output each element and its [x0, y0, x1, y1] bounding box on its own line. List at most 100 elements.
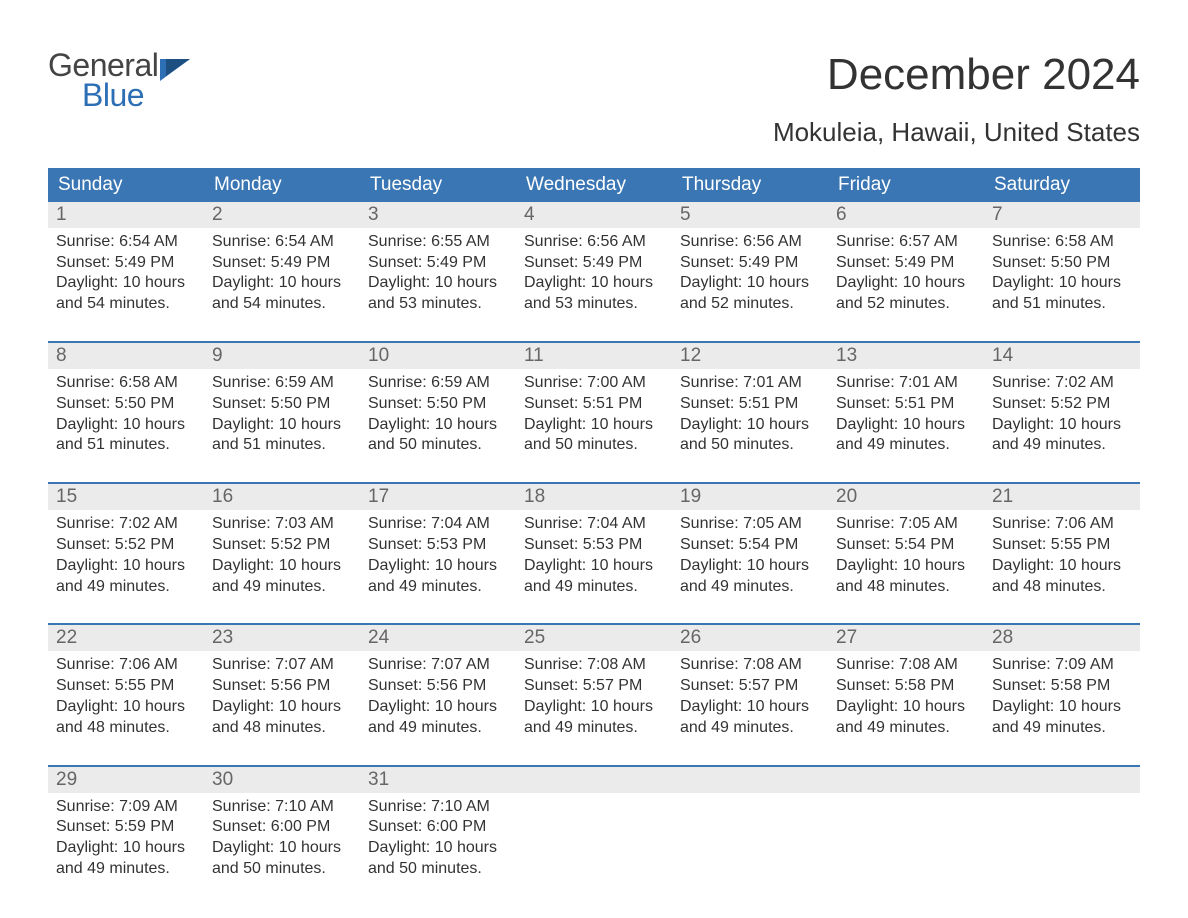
daylight-text-1: Daylight: 10 hours — [836, 556, 976, 577]
day-number: 24 — [360, 625, 516, 651]
sunrise-text: Sunrise: 7:09 AM — [56, 797, 196, 818]
day-cell: Sunrise: 7:07 AMSunset: 5:56 PMDaylight:… — [204, 651, 360, 746]
day-cell: Sunrise: 7:05 AMSunset: 5:54 PMDaylight:… — [828, 510, 984, 605]
sunset-text: Sunset: 5:53 PM — [524, 535, 664, 556]
day-cell: Sunrise: 6:57 AMSunset: 5:49 PMDaylight:… — [828, 228, 984, 323]
day-cell: Sunrise: 7:10 AMSunset: 6:00 PMDaylight:… — [204, 793, 360, 888]
day-cell: Sunrise: 7:01 AMSunset: 5:51 PMDaylight:… — [828, 369, 984, 464]
logo-general-text: General — [48, 50, 158, 80]
sunset-text: Sunset: 6:00 PM — [368, 817, 508, 838]
sunset-text: Sunset: 5:49 PM — [368, 253, 508, 274]
daylight-text-2: and 52 minutes. — [836, 294, 976, 315]
sunset-text: Sunset: 5:54 PM — [836, 535, 976, 556]
day-cell: Sunrise: 6:58 AMSunset: 5:50 PMDaylight:… — [984, 228, 1140, 323]
daylight-text-2: and 53 minutes. — [524, 294, 664, 315]
day-cell: Sunrise: 7:06 AMSunset: 5:55 PMDaylight:… — [984, 510, 1140, 605]
logo-text: General Blue — [48, 50, 158, 111]
calendar-week: 891011121314Sunrise: 6:58 AMSunset: 5:50… — [48, 341, 1140, 464]
day-number: 18 — [516, 484, 672, 510]
sunrise-text: Sunrise: 7:01 AM — [680, 373, 820, 394]
day-number: 20 — [828, 484, 984, 510]
daylight-text-1: Daylight: 10 hours — [524, 415, 664, 436]
daylight-text-2: and 52 minutes. — [680, 294, 820, 315]
day-number: 29 — [48, 767, 204, 793]
daylight-text-2: and 51 minutes. — [992, 294, 1132, 315]
day-cell: Sunrise: 6:54 AMSunset: 5:49 PMDaylight:… — [204, 228, 360, 323]
sunset-text: Sunset: 5:57 PM — [524, 676, 664, 697]
daylight-text-2: and 51 minutes. — [56, 435, 196, 456]
sunset-text: Sunset: 5:56 PM — [368, 676, 508, 697]
daylight-text-2: and 49 minutes. — [836, 435, 976, 456]
sunset-text: Sunset: 5:58 PM — [836, 676, 976, 697]
calendar-week: 293031Sunrise: 7:09 AMSunset: 5:59 PMDay… — [48, 765, 1140, 888]
daylight-text-2: and 54 minutes. — [212, 294, 352, 315]
calendar-week: 15161718192021Sunrise: 7:02 AMSunset: 5:… — [48, 482, 1140, 605]
day-number: 26 — [672, 625, 828, 651]
daylight-text-2: and 50 minutes. — [368, 435, 508, 456]
sunrise-text: Sunrise: 7:08 AM — [524, 655, 664, 676]
sunrise-text: Sunrise: 7:07 AM — [368, 655, 508, 676]
day-number: 2 — [204, 202, 360, 228]
sunset-text: Sunset: 5:51 PM — [680, 394, 820, 415]
sunrise-text: Sunrise: 6:56 AM — [524, 232, 664, 253]
sunrise-text: Sunrise: 7:08 AM — [680, 655, 820, 676]
logo-blue-text: Blue — [82, 80, 158, 110]
daylight-text-1: Daylight: 10 hours — [212, 415, 352, 436]
daylight-text-1: Daylight: 10 hours — [212, 697, 352, 718]
day-number-row: 22232425262728 — [48, 625, 1140, 651]
day-cell — [828, 793, 984, 888]
sunset-text: Sunset: 5:57 PM — [680, 676, 820, 697]
daylight-text-1: Daylight: 10 hours — [56, 838, 196, 859]
day-cell: Sunrise: 7:00 AMSunset: 5:51 PMDaylight:… — [516, 369, 672, 464]
daylight-text-2: and 50 minutes. — [524, 435, 664, 456]
daylight-text-1: Daylight: 10 hours — [212, 838, 352, 859]
sunset-text: Sunset: 5:55 PM — [992, 535, 1132, 556]
day-cell — [516, 793, 672, 888]
sunset-text: Sunset: 5:58 PM — [992, 676, 1132, 697]
calendar-week: 22232425262728Sunrise: 7:06 AMSunset: 5:… — [48, 623, 1140, 746]
daylight-text-1: Daylight: 10 hours — [680, 415, 820, 436]
day-number: 17 — [360, 484, 516, 510]
logo: General Blue — [48, 50, 190, 111]
daylight-text-2: and 49 minutes. — [680, 718, 820, 739]
day-number — [516, 767, 672, 793]
sunrise-text: Sunrise: 7:01 AM — [836, 373, 976, 394]
daylight-text-2: and 48 minutes. — [212, 718, 352, 739]
sunrise-text: Sunrise: 7:03 AM — [212, 514, 352, 535]
sunrise-text: Sunrise: 6:58 AM — [992, 232, 1132, 253]
day-cell: Sunrise: 6:56 AMSunset: 5:49 PMDaylight:… — [672, 228, 828, 323]
daylight-text-1: Daylight: 10 hours — [992, 415, 1132, 436]
day-cell: Sunrise: 6:59 AMSunset: 5:50 PMDaylight:… — [204, 369, 360, 464]
day-number: 5 — [672, 202, 828, 228]
day-cell: Sunrise: 7:04 AMSunset: 5:53 PMDaylight:… — [516, 510, 672, 605]
sunset-text: Sunset: 5:50 PM — [56, 394, 196, 415]
page-title: December 2024 — [827, 50, 1140, 100]
sunset-text: Sunset: 5:50 PM — [212, 394, 352, 415]
daylight-text-1: Daylight: 10 hours — [368, 838, 508, 859]
calendar-header-cell: Friday — [828, 168, 984, 202]
day-number: 22 — [48, 625, 204, 651]
day-cell: Sunrise: 7:10 AMSunset: 6:00 PMDaylight:… — [360, 793, 516, 888]
day-number: 3 — [360, 202, 516, 228]
day-number: 14 — [984, 343, 1140, 369]
sunrise-text: Sunrise: 6:59 AM — [368, 373, 508, 394]
day-number: 30 — [204, 767, 360, 793]
day-number: 1 — [48, 202, 204, 228]
day-cell: Sunrise: 7:01 AMSunset: 5:51 PMDaylight:… — [672, 369, 828, 464]
sunrise-text: Sunrise: 6:59 AM — [212, 373, 352, 394]
daylight-text-1: Daylight: 10 hours — [56, 697, 196, 718]
sunset-text: Sunset: 5:50 PM — [368, 394, 508, 415]
calendar-header-cell: Saturday — [984, 168, 1140, 202]
day-cell: Sunrise: 7:03 AMSunset: 5:52 PMDaylight:… — [204, 510, 360, 605]
daylight-text-2: and 50 minutes. — [680, 435, 820, 456]
daylight-text-2: and 49 minutes. — [992, 435, 1132, 456]
day-number: 7 — [984, 202, 1140, 228]
sunset-text: Sunset: 5:59 PM — [56, 817, 196, 838]
daylight-text-1: Daylight: 10 hours — [680, 556, 820, 577]
daylight-text-2: and 51 minutes. — [212, 435, 352, 456]
calendar-week: 1234567Sunrise: 6:54 AMSunset: 5:49 PMDa… — [48, 202, 1140, 323]
day-number: 31 — [360, 767, 516, 793]
sunrise-text: Sunrise: 7:10 AM — [368, 797, 508, 818]
daylight-text-2: and 49 minutes. — [368, 718, 508, 739]
day-cell: Sunrise: 6:59 AMSunset: 5:50 PMDaylight:… — [360, 369, 516, 464]
